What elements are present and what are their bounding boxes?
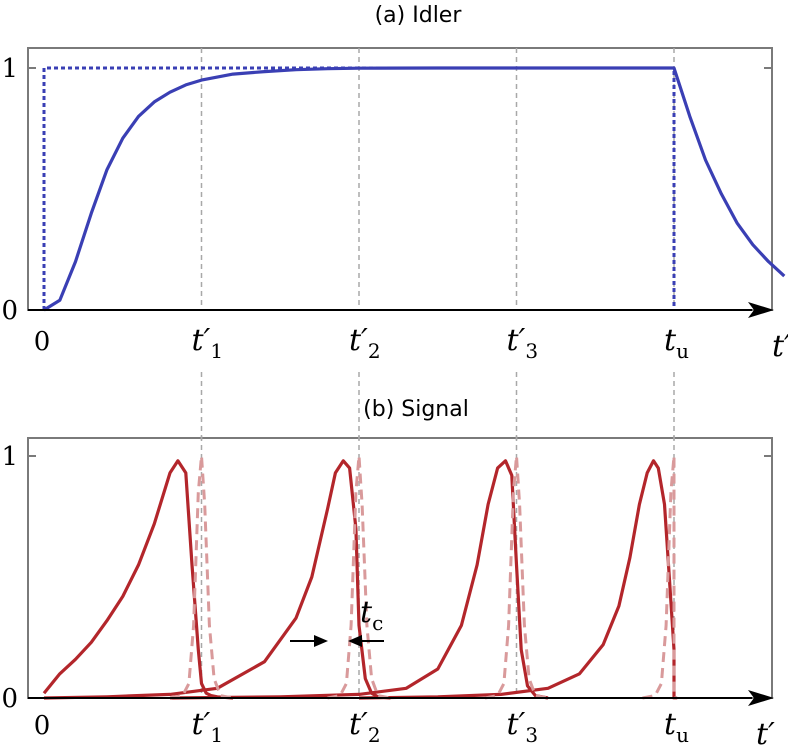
panel-a-x-arrow <box>748 302 774 318</box>
panel-a-series-0 <box>43 66 786 312</box>
panel-a-xtick-0: 0 <box>34 327 51 357</box>
panel-b-x-axis-label: t′ <box>756 717 775 752</box>
panel-b-title: (b) Signal <box>363 397 469 422</box>
panel-b-x-labels: 0 t′1 t′2 t′3 tu <box>34 707 689 747</box>
panel-b-ytick-1: 1 <box>1 442 18 472</box>
panel-a-ytick-1: 1 <box>1 54 18 84</box>
panel-a-xtick-3: t′3 <box>507 323 539 363</box>
panel-b-xtick-4: tu <box>664 707 689 747</box>
panel-b-series-7 <box>642 454 678 700</box>
panel-b-xtick-0: 0 <box>34 711 51 741</box>
panel-a-ytick-0: 0 <box>1 296 18 326</box>
panel-b-series-6 <box>484 454 549 700</box>
panel-b-xtick-3: t′3 <box>507 707 539 747</box>
panel-b-ytick-0: 0 <box>1 684 18 714</box>
panel-a-xtick-4: tu <box>664 323 689 363</box>
panel-a-xtick-1: t′1 <box>192 323 224 363</box>
panel-b-series-0 <box>42 459 234 700</box>
panel-connectors <box>200 372 675 440</box>
panel-b-series-4 <box>169 454 234 700</box>
tc-label: tc <box>360 595 383 635</box>
panel-a-guides <box>28 48 772 310</box>
panel-b-series <box>42 454 678 700</box>
panel-a: (a) Idler 1 0 0 t′1 t′2 t′3 tu t′ <box>1 3 788 364</box>
panel-b-series-1 <box>43 459 391 700</box>
tc-arrowhead-left <box>314 635 328 647</box>
panel-a-x-labels: 0 t′1 t′2 t′3 tu <box>34 323 689 363</box>
panel-a-frame <box>27 47 773 311</box>
panel-a-series <box>42 66 786 312</box>
panel-b-xtick-2: t′2 <box>349 707 381 747</box>
tc-annotation: tc <box>290 595 384 647</box>
panel-a-title: (a) Idler <box>375 3 463 28</box>
panel-a-x-axis-label: t′ <box>772 329 788 364</box>
panel-a-xtick-2: t′2 <box>349 323 381 363</box>
panel-b-series-2 <box>169 459 549 700</box>
panel-b-series-5 <box>327 454 391 700</box>
panel-a-series-1 <box>42 66 676 310</box>
panel-b-x-arrow <box>748 690 774 706</box>
tc-arrowhead-right <box>348 635 362 647</box>
panel-b-xtick-1: t′1 <box>192 707 224 747</box>
panel-b: (b) Signal 1 0 0 t′1 t′2 t′3 tu t′ tc <box>1 397 775 752</box>
